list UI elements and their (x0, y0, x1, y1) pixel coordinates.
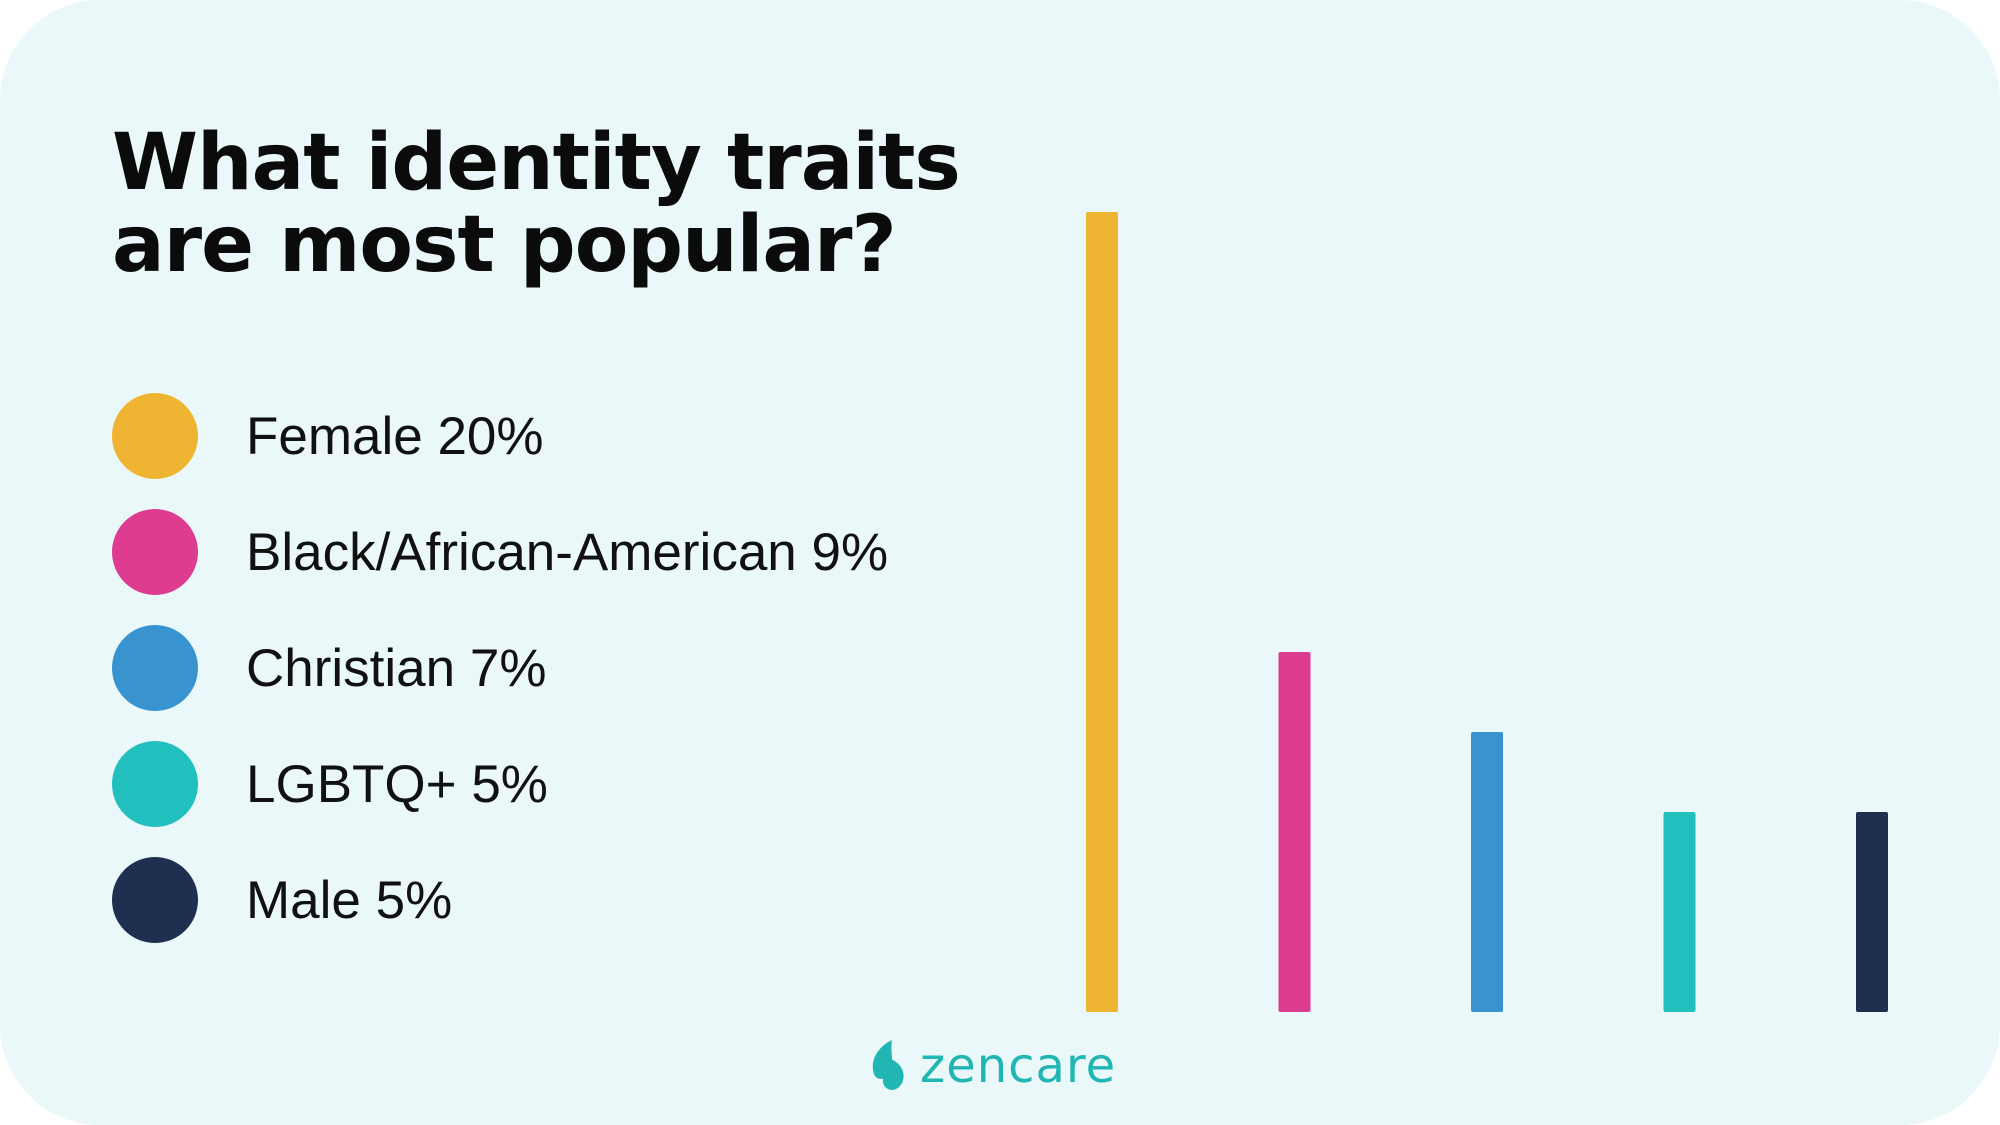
chart-legend: Female 20% Black/African-American 9% Chr… (112, 393, 888, 973)
legend-label-black-african-american: Black/African-American 9% (246, 522, 889, 582)
legend-swatch-christian (112, 625, 198, 711)
legend-swatch-lgbtq (112, 741, 198, 827)
bar-chart-plot (1086, 212, 1888, 1012)
zencare-leaf-logo-icon (872, 1040, 904, 1090)
zencare-logo: zencare (866, 1038, 1116, 1094)
bar-christian (1471, 732, 1503, 1012)
bar-female (1086, 212, 1118, 1012)
legend-swatch-female (112, 393, 198, 479)
bar-lgbtq (1663, 812, 1696, 1012)
legend-item-black-african-american: Black/African-American 9% (112, 509, 888, 595)
legend-label-lgbtq: LGBTQ+ 5% (246, 754, 548, 814)
bar-black-african-american (1278, 652, 1311, 1012)
legend-label-christian: Christian 7% (246, 638, 547, 698)
legend-swatch-black-african-american (112, 509, 198, 595)
legend-item-lgbtq: LGBTQ+ 5% (112, 741, 888, 827)
chart-title: What identity traits are most popular? (112, 118, 961, 290)
legend-swatch-male (112, 857, 198, 943)
legend-item-christian: Christian 7% (112, 625, 888, 711)
zencare-logo-text: zencare (920, 1038, 1117, 1094)
legend-label-female: Female 20% (246, 406, 544, 466)
legend-label-male: Male 5% (246, 870, 453, 930)
bar-male (1856, 812, 1888, 1012)
legend-item-female: Female 20% (112, 393, 888, 479)
legend-item-male: Male 5% (112, 857, 888, 943)
